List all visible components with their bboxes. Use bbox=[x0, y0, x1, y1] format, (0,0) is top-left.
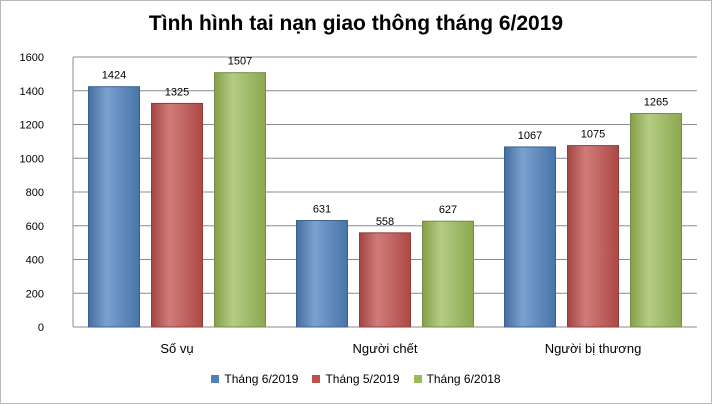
bar bbox=[88, 86, 140, 328]
data-label: 1424 bbox=[102, 70, 126, 82]
bar bbox=[214, 72, 266, 328]
legend-swatch bbox=[211, 375, 220, 383]
bar bbox=[630, 113, 682, 328]
y-tick-label: 800 bbox=[26, 187, 44, 199]
legend-label: Tháng 5/2019 bbox=[325, 372, 400, 386]
legend-swatch bbox=[413, 375, 422, 383]
data-label: 1067 bbox=[518, 130, 542, 142]
chart-title: Tình hình tai nạn giao thông tháng 6/201… bbox=[148, 12, 564, 35]
y-tick-label: 1600 bbox=[20, 52, 44, 64]
data-label: 1075 bbox=[581, 129, 605, 141]
bar bbox=[296, 220, 348, 328]
legend-item: Tháng 6/2018 bbox=[413, 372, 501, 386]
data-label: 631 bbox=[313, 204, 331, 216]
y-tick-label: 600 bbox=[26, 221, 44, 233]
data-label: 1265 bbox=[644, 97, 668, 109]
legend-swatch bbox=[312, 375, 321, 383]
x-tick-label: Số vụ bbox=[160, 341, 193, 356]
bar bbox=[504, 146, 556, 328]
y-tick-label: 1400 bbox=[20, 86, 44, 98]
bar bbox=[151, 102, 203, 328]
y-tick-label: 400 bbox=[26, 255, 44, 267]
data-label: 627 bbox=[439, 204, 457, 216]
y-tick-label: 200 bbox=[26, 288, 44, 300]
y-tick-label: 0 bbox=[38, 322, 44, 334]
bar bbox=[422, 220, 474, 328]
bar bbox=[567, 145, 619, 328]
y-tick-label: 1200 bbox=[20, 120, 44, 132]
y-tick-label: 1000 bbox=[20, 153, 44, 165]
legend-label: Tháng 6/2019 bbox=[224, 372, 299, 386]
chart-legend: Tháng 6/2019 Tháng 5/2019 Tháng 6/2018 bbox=[0, 372, 712, 386]
data-label: 558 bbox=[376, 216, 394, 228]
x-tick-label: Người bị thương bbox=[545, 341, 642, 356]
legend-item: Tháng 5/2019 bbox=[312, 372, 400, 386]
data-label: 1325 bbox=[165, 86, 189, 98]
bar bbox=[359, 232, 411, 328]
data-label: 1507 bbox=[228, 56, 252, 68]
legend-item: Tháng 6/2019 bbox=[211, 372, 298, 386]
legend-label: Tháng 6/2018 bbox=[426, 372, 501, 386]
x-tick-label: Người chết bbox=[353, 341, 418, 356]
